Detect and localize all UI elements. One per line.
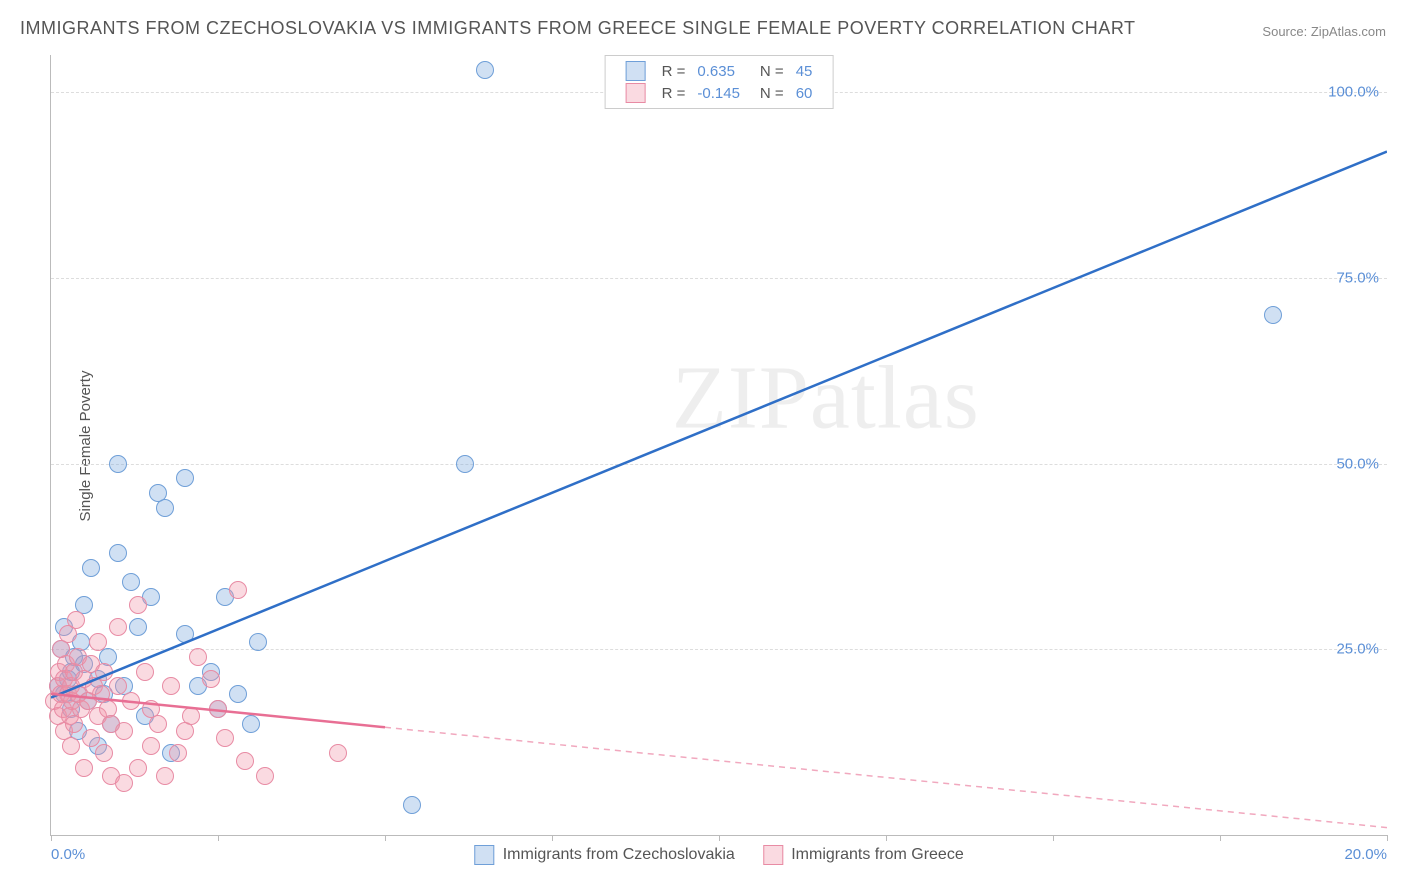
scatter-point xyxy=(115,774,133,792)
legend-swatch xyxy=(626,83,646,103)
x-tick xyxy=(51,835,52,841)
scatter-point xyxy=(403,796,421,814)
scatter-point xyxy=(75,759,93,777)
scatter-point xyxy=(476,61,494,79)
legend-swatch xyxy=(626,61,646,81)
scatter-point xyxy=(89,633,107,651)
scatter-point xyxy=(129,759,147,777)
scatter-point xyxy=(129,618,147,636)
scatter-point xyxy=(67,611,85,629)
correlation-legend: R =0.635N =45R =-0.145N =60 xyxy=(605,55,834,109)
scatter-point xyxy=(136,663,154,681)
scatter-point xyxy=(115,722,133,740)
scatter-point xyxy=(156,767,174,785)
grid-line xyxy=(51,649,1387,650)
y-tick-label: 50.0% xyxy=(1336,455,1379,472)
scatter-point xyxy=(82,559,100,577)
scatter-point xyxy=(109,544,127,562)
x-tick xyxy=(552,835,553,841)
scatter-point xyxy=(162,677,180,695)
scatter-point xyxy=(256,767,274,785)
x-tick xyxy=(719,835,720,841)
scatter-point xyxy=(249,633,267,651)
x-tick xyxy=(1220,835,1221,841)
scatter-point xyxy=(216,729,234,747)
legend-swatch xyxy=(474,845,494,865)
scatter-point xyxy=(229,581,247,599)
scatter-point xyxy=(229,685,247,703)
scatter-point xyxy=(202,670,220,688)
legend-row: R =0.635N =45 xyxy=(620,60,819,82)
trend-line-solid xyxy=(51,152,1387,698)
scatter-point xyxy=(142,737,160,755)
scatter-point xyxy=(109,618,127,636)
scatter-point xyxy=(156,499,174,517)
scatter-point xyxy=(149,715,167,733)
source-label: Source: xyxy=(1262,24,1307,39)
scatter-point xyxy=(209,700,227,718)
legend-item: Immigrants from Greece xyxy=(763,845,964,865)
x-tick xyxy=(385,835,386,841)
legend-label: Immigrants from Greece xyxy=(787,846,964,863)
legend-row: R =-0.145N =60 xyxy=(620,82,819,104)
series-legend: Immigrants from Czechoslovakia Immigrant… xyxy=(460,845,977,865)
source-value: ZipAtlas.com xyxy=(1311,24,1386,39)
scatter-point xyxy=(95,744,113,762)
scatter-point xyxy=(189,648,207,666)
x-tick-label: 0.0% xyxy=(51,846,85,863)
grid-line xyxy=(51,278,1387,279)
scatter-point xyxy=(62,737,80,755)
x-tick xyxy=(886,835,887,841)
scatter-point xyxy=(95,663,113,681)
chart-title: IMMIGRANTS FROM CZECHOSLOVAKIA VS IMMIGR… xyxy=(20,18,1135,39)
scatter-point xyxy=(169,744,187,762)
scatter-point xyxy=(456,455,474,473)
scatter-point xyxy=(122,692,140,710)
legend-swatch xyxy=(763,845,783,865)
scatter-point xyxy=(109,677,127,695)
y-tick-label: 25.0% xyxy=(1336,641,1379,658)
trend-line-dashed xyxy=(385,727,1387,827)
scatter-point xyxy=(1264,306,1282,324)
scatter-point xyxy=(329,744,347,762)
y-tick-label: 100.0% xyxy=(1328,84,1379,101)
scatter-point xyxy=(82,729,100,747)
source-attribution: Source: ZipAtlas.com xyxy=(1262,24,1386,39)
scatter-point xyxy=(236,752,254,770)
legend-label: Immigrants from Czechoslovakia xyxy=(498,846,735,863)
scatter-point xyxy=(176,625,194,643)
x-tick xyxy=(218,835,219,841)
scatter-point xyxy=(182,707,200,725)
x-tick xyxy=(1387,835,1388,841)
x-tick-label: 20.0% xyxy=(1344,846,1387,863)
grid-line xyxy=(51,464,1387,465)
scatter-point xyxy=(176,469,194,487)
scatter-point xyxy=(109,455,127,473)
legend-item: Immigrants from Czechoslovakia xyxy=(474,845,735,865)
y-tick-label: 75.0% xyxy=(1336,269,1379,286)
scatter-point xyxy=(122,573,140,591)
plot-area: ZIPatlas R =0.635N =45R =-0.145N =60 Imm… xyxy=(50,55,1387,836)
scatter-point xyxy=(129,596,147,614)
scatter-point xyxy=(242,715,260,733)
x-tick xyxy=(1053,835,1054,841)
watermark: ZIPatlas xyxy=(672,347,980,450)
